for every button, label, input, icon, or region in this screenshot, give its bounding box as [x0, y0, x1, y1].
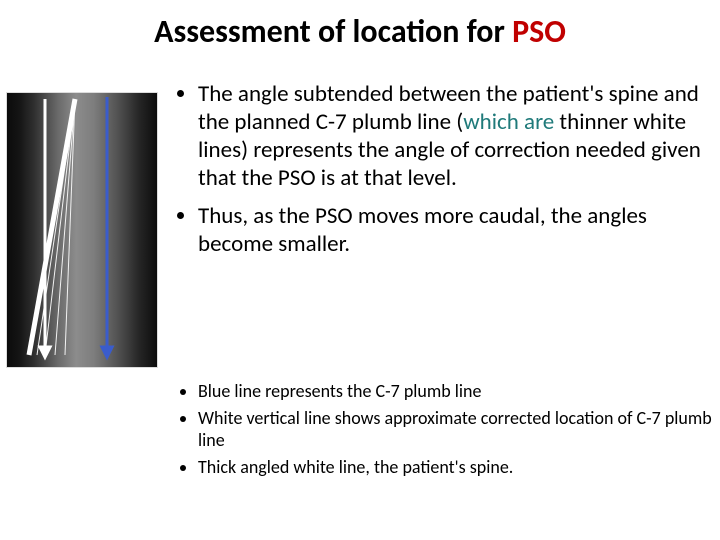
- slide-root: Assessment of location for PSO: [0, 0, 720, 540]
- list-item: White vertical line shows approximate co…: [198, 407, 716, 452]
- bullet-text-teal: which are: [463, 108, 554, 136]
- list-item: The angle subtended between the patient'…: [198, 80, 716, 192]
- spine-line: [29, 99, 75, 355]
- bullets-large: The angle subtended between the patient'…: [170, 80, 716, 258]
- lower-text-block: Blue line represents the C-7 plumb line …: [170, 380, 716, 482]
- thin-white-line: [55, 99, 75, 355]
- bullet-text: Thus, as the PSO moves more caudal, the …: [198, 202, 647, 258]
- bullet-text: White vertical line shows approximate co…: [198, 407, 712, 452]
- bullets-small: Blue line represents the C-7 plumb line …: [170, 380, 716, 478]
- list-item: Thick angled white line, the patient's s…: [198, 456, 716, 479]
- bullet-text: Thick angled white line, the patient's s…: [198, 456, 513, 478]
- title-highlight: PSO: [512, 12, 566, 51]
- xray-figure: [6, 92, 158, 368]
- list-item: Blue line represents the C-7 plumb line: [198, 380, 716, 403]
- bullet-text: Blue line represents the C-7 plumb line: [198, 380, 481, 402]
- xray-overlay-svg: [7, 93, 157, 367]
- list-item: Thus, as the PSO moves more caudal, the …: [198, 202, 716, 258]
- body-text-block: The angle subtended between the patient'…: [170, 80, 716, 268]
- slide-title: Assessment of location for PSO: [0, 14, 720, 49]
- title-prefix: Assessment of location for: [154, 12, 512, 51]
